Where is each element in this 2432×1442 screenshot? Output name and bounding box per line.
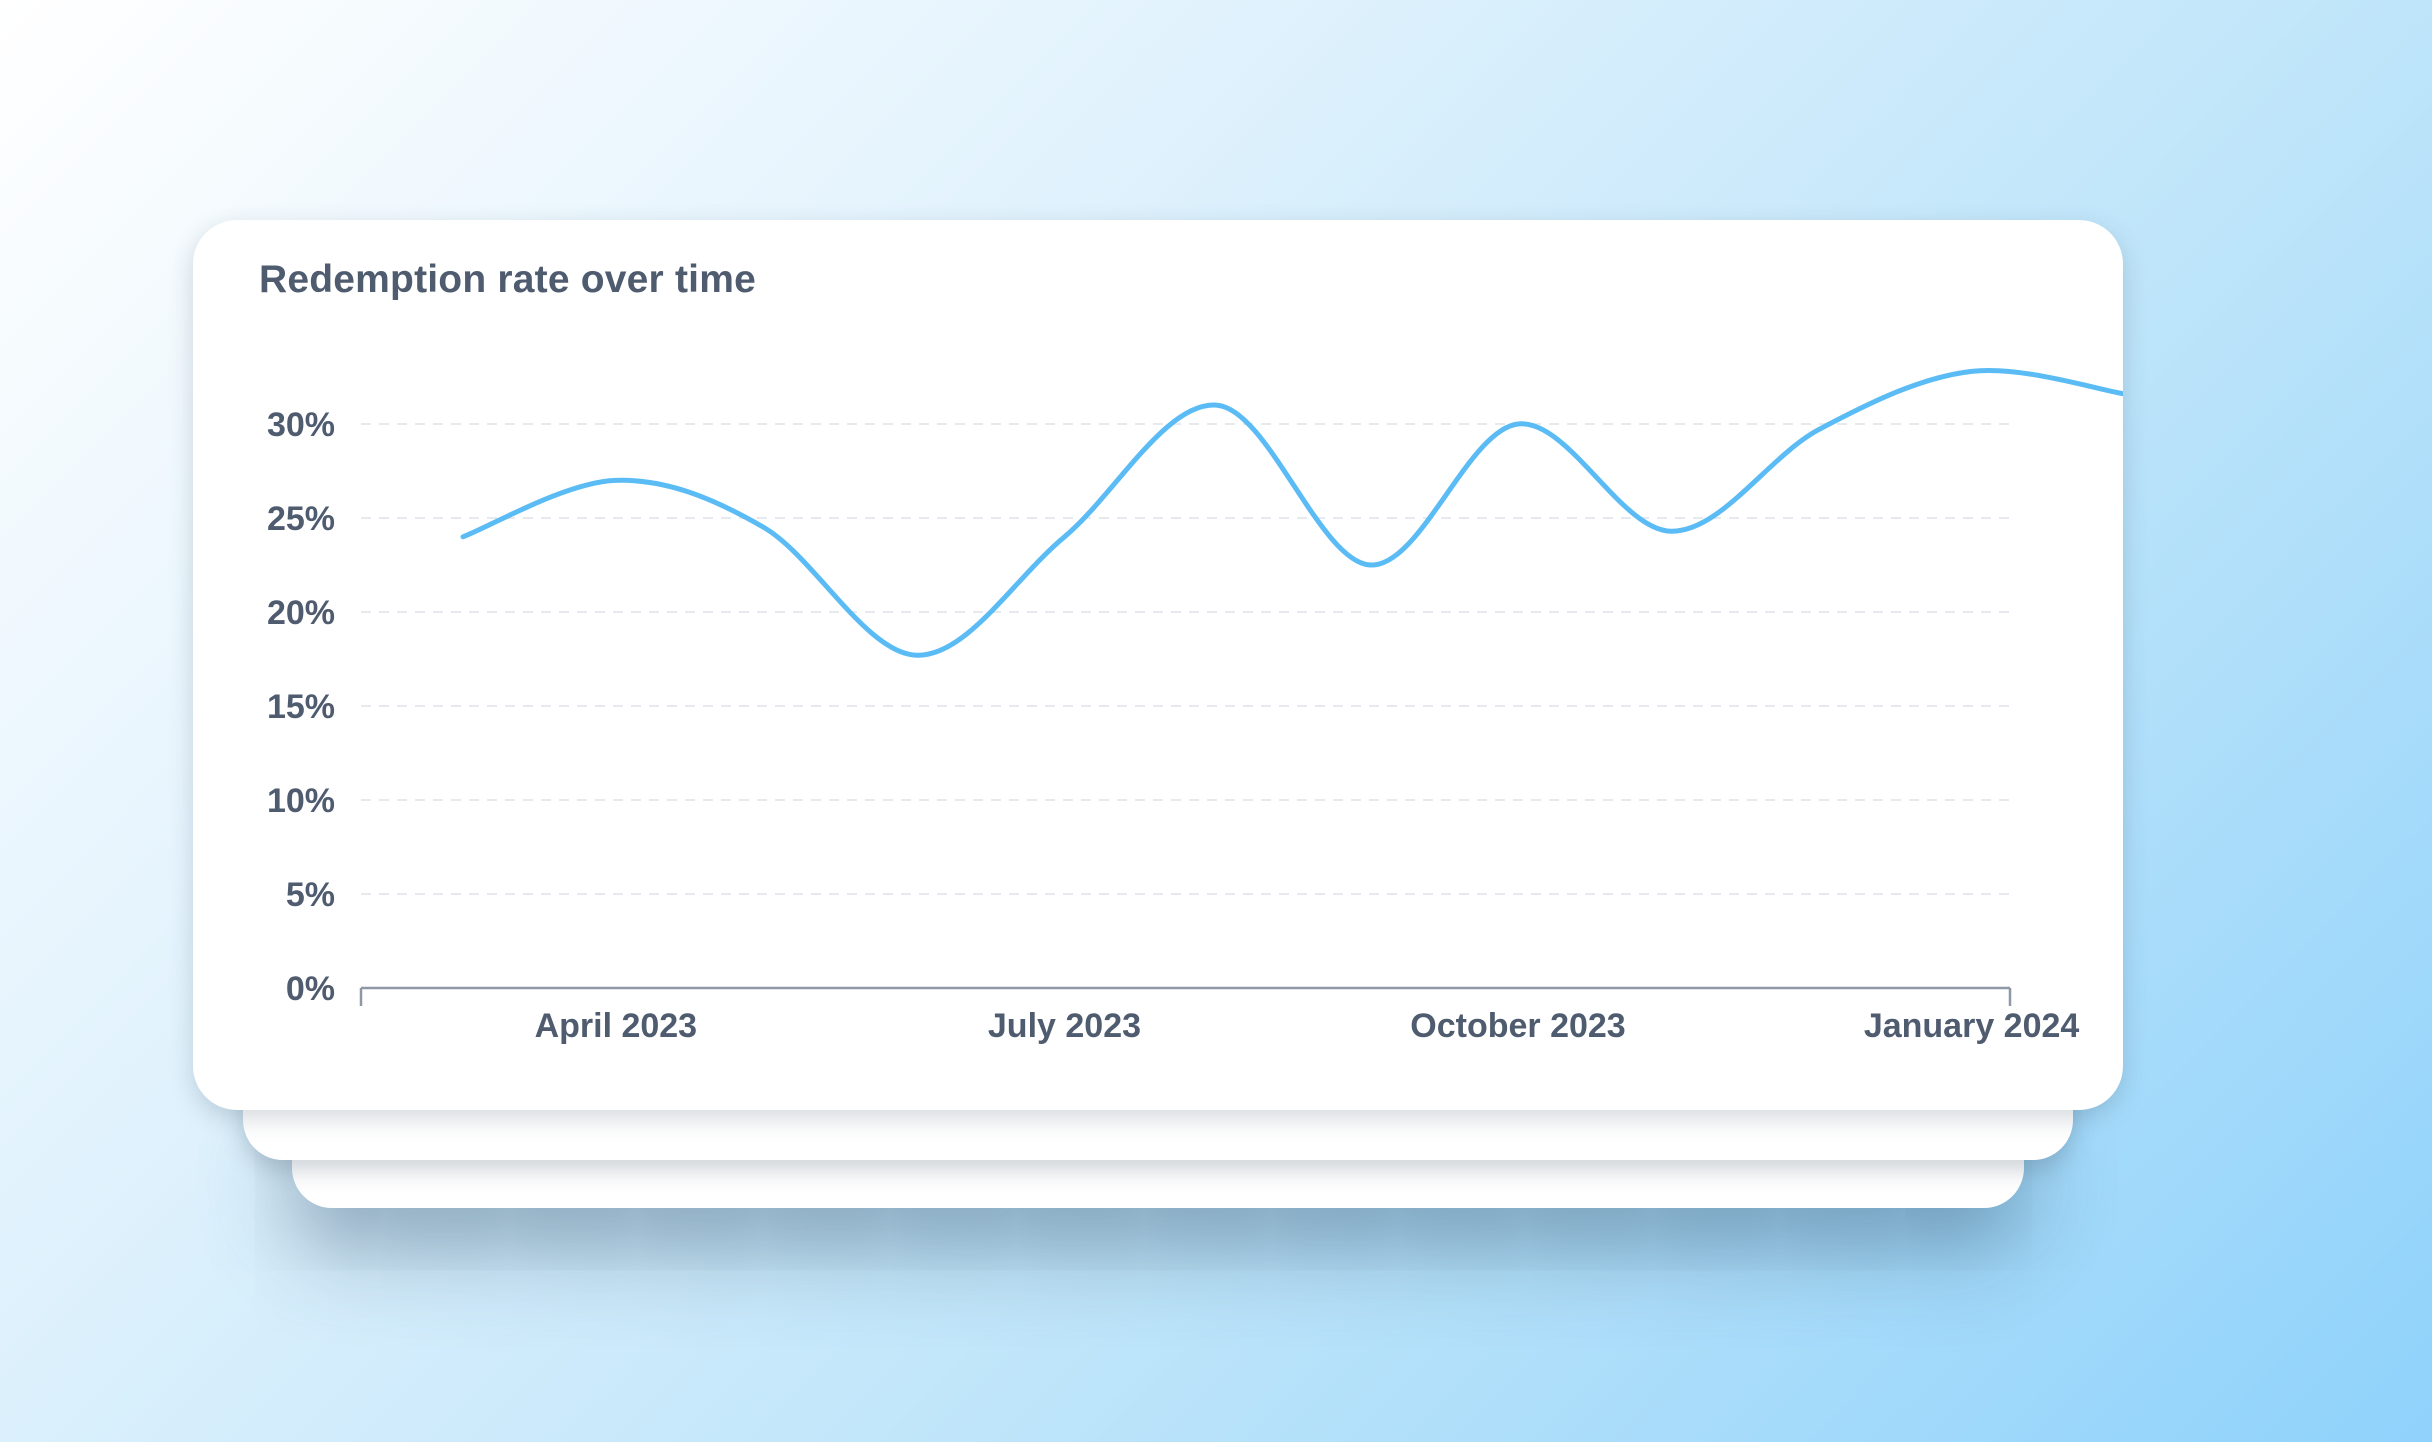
x-tick-label: October 2023	[1410, 1007, 1625, 1045]
y-tick-label: 25%	[267, 500, 335, 538]
x-tick-label: July 2023	[988, 1007, 1141, 1045]
chart-card: Redemption rate over time 0% 5% 10% 15% 20% 2…	[193, 220, 2123, 1110]
line-chart: 0% 5% 10% 15% 20% 25% 30% April 2023 July 2023 Oc…	[267, 368, 2123, 1045]
x-tick-label: April 2023	[535, 1007, 698, 1045]
y-tick-label: 20%	[267, 594, 335, 632]
x-tick-label: January 2024	[1864, 1007, 2080, 1045]
series-line	[460, 368, 2123, 658]
y-tick-label: 5%	[286, 876, 335, 914]
chart-title: Redemption rate over time	[259, 258, 756, 301]
y-tick-label: 15%	[267, 688, 335, 726]
y-tick-label: 10%	[267, 782, 335, 820]
y-tick-label: 30%	[267, 406, 335, 444]
y-tick-label: 0%	[286, 970, 335, 1008]
